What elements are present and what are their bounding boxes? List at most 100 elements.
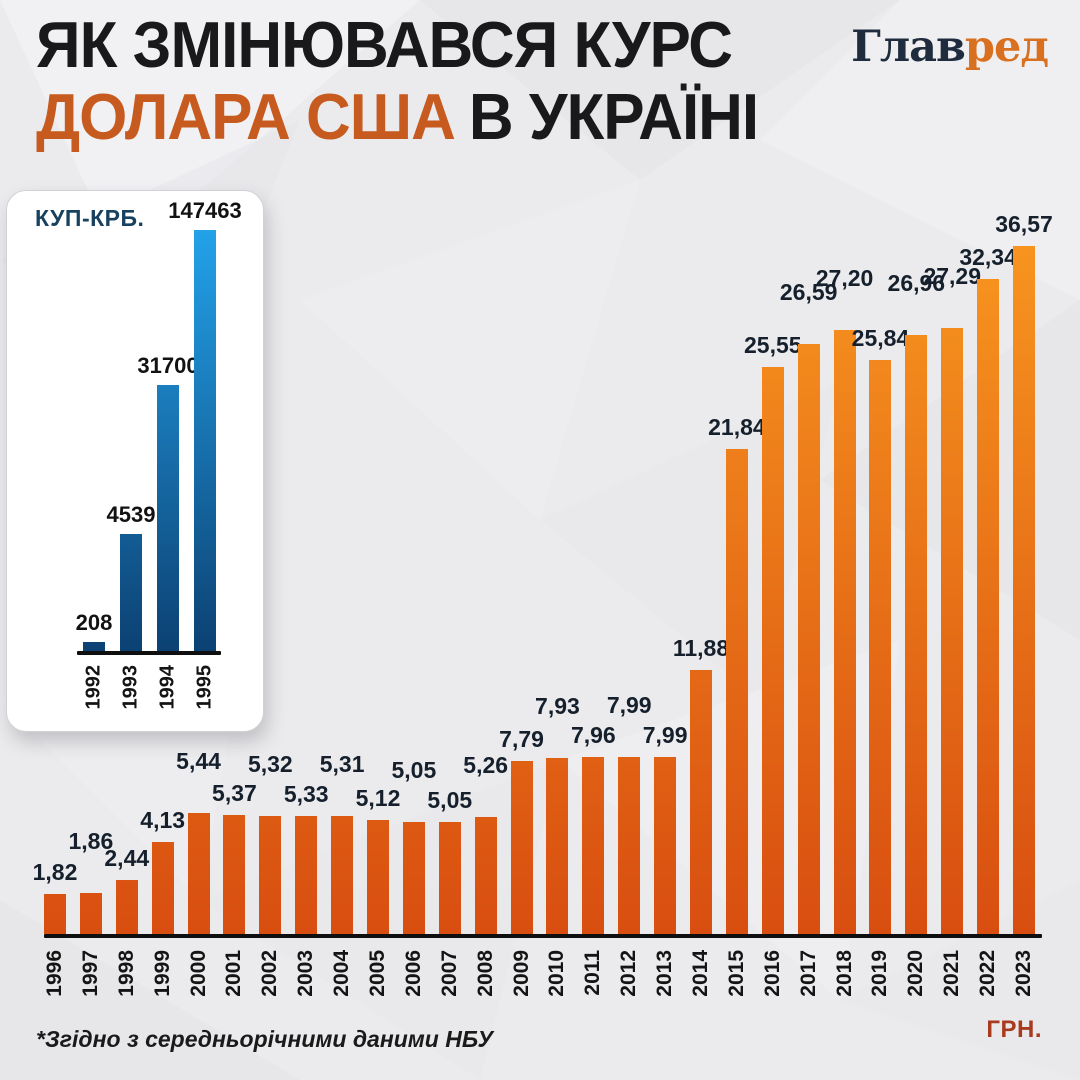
main-value-label-2003: 5,33 [283,781,329,807]
main-year-label-1998: 1998 [114,950,138,997]
main-bar-2012 [618,757,641,934]
logo-suffix: ред [964,22,1049,72]
main-bar-2022 [977,279,1000,934]
currency-label: ГРН. [986,1016,1042,1043]
main-value-label-2023: 36,57 [995,211,1053,237]
title-line1: ЯК ЗМІНЮВАВСЯ КУРС [36,10,733,82]
main-year-label-1997: 1997 [78,950,102,997]
main-bar-2004 [331,816,354,934]
main-year-label-2012: 2012 [617,950,641,997]
main-value-label-1997: 1,86 [68,828,114,854]
main-value-label-2020: 26,96 [887,270,946,296]
main-bar-2018 [833,330,856,934]
main-bar-2001 [223,815,246,934]
main-value-label-2011: 7,96 [570,722,616,748]
main-value-label-2004: 5,31 [319,751,365,777]
main-bar-1999 [151,842,174,934]
main-year-label-2018: 2018 [832,950,856,997]
main-value-label-2017: 26,59 [779,279,838,305]
main-bar-2006 [402,822,425,934]
main-year-label-2015: 2015 [724,950,748,997]
main-value-label-1998: 2,44 [104,845,150,871]
page-title: ЯК ЗМІНЮВАВСЯ КУРС ДОЛАРА США В УКРАЇНІ [36,10,759,154]
main-value-label-2009: 7,79 [499,726,544,752]
main-bar-2000 [187,813,210,934]
main-value-label-2019: 25,84 [851,325,910,351]
inset-chart-axis [77,651,221,655]
main-value-label-1999: 4,13 [140,807,186,833]
main-value-label-2016: 25,55 [743,332,802,358]
main-bar-2017 [797,344,820,934]
main-year-label-2006: 2006 [401,950,425,997]
inset-chart-title: КУП-КРБ. [35,205,145,231]
main-value-label-2001: 5,37 [212,780,257,806]
main-bar-2008 [474,817,497,934]
inset-bar-1993 [120,534,142,651]
inset-value-label-1995: 147463 [168,198,242,223]
main-bar-2013 [654,757,677,934]
inset-value-label-1993: 4539 [106,502,156,527]
main-value-label-2008: 5,26 [463,752,509,778]
main-year-label-2004: 2004 [330,950,354,997]
main-bar-1997 [79,893,102,934]
main-value-label-2005: 5,12 [355,785,401,811]
main-year-label-2005: 2005 [366,950,389,997]
main-bar-1996 [44,894,66,934]
main-year-label-2023: 2023 [1012,950,1035,997]
main-year-label-2011: 2011 [581,950,605,996]
inset-value-label-1994: 31700 [137,353,199,378]
logo-prefix: Глав [851,22,966,72]
main-year-label-2001: 2001 [222,950,246,997]
inset-bar-1995 [194,230,216,651]
logo-glavred: Главред [851,22,1049,72]
main-value-label-2022: 32,34 [959,244,1017,270]
title-rest: В УКРАЇНІ [468,82,759,154]
main-value-label-2018: 27,20 [815,265,874,291]
main-year-label-2013: 2013 [653,950,677,997]
main-year-label-2021: 2021 [940,950,964,997]
main-bar-2015 [725,449,748,934]
main-bar-2016 [761,367,784,934]
main-bar-2019 [869,360,892,934]
inset-bar-1994 [157,385,179,651]
main-value-label-2007: 5,05 [427,787,473,813]
main-bar-2007 [438,822,461,934]
main-value-label-2010: 7,93 [535,693,580,719]
main-year-label-2014: 2014 [689,950,712,997]
main-value-label-1996: 1,82 [32,859,78,885]
main-bar-2002 [259,816,282,934]
main-year-label-2008: 2008 [473,950,497,997]
inset-bar-1992 [83,642,105,651]
main-value-label-2002: 5,32 [247,751,293,777]
main-chart-axis [44,934,1042,938]
main-bar-1998 [115,880,138,934]
main-year-label-2017: 2017 [796,950,820,997]
main-year-label-2020: 2020 [904,950,928,997]
main-value-label-2006: 5,05 [391,757,437,783]
main-year-label-2007: 2007 [437,950,461,997]
main-value-label-2021: 27,29 [923,263,981,289]
main-bar-2014 [690,670,712,934]
main-year-label-2002: 2002 [258,950,282,997]
main-bar-2010 [546,758,569,934]
main-value-label-2014: 11,88 [672,635,730,661]
main-year-label-1996: 1996 [43,950,66,997]
inset-chart-card: КУП-КРБ. 208 1992 4539 1993 31700 1994 147463 1… [6,190,264,732]
main-year-label-1999: 1999 [150,950,174,997]
main-year-label-2022: 2022 [976,950,1000,997]
footnote: *Згідно з середньорічними даними НБУ [36,1026,494,1052]
main-year-label-2003: 2003 [294,950,318,997]
main-value-label-2015: 21,84 [708,414,766,440]
main-year-label-2016: 2016 [760,950,784,997]
main-value-label-2000: 5,44 [176,748,221,774]
main-bar-2003 [295,816,318,934]
main-year-label-2000: 2000 [186,950,210,997]
main-bar-2021 [941,328,964,934]
main-bar-2009 [510,761,533,934]
main-bar-2005 [367,820,389,934]
main-year-label-2009: 2009 [509,950,533,997]
inset-value-label-1992: 208 [75,610,113,635]
main-year-label-2019: 2019 [868,950,892,997]
